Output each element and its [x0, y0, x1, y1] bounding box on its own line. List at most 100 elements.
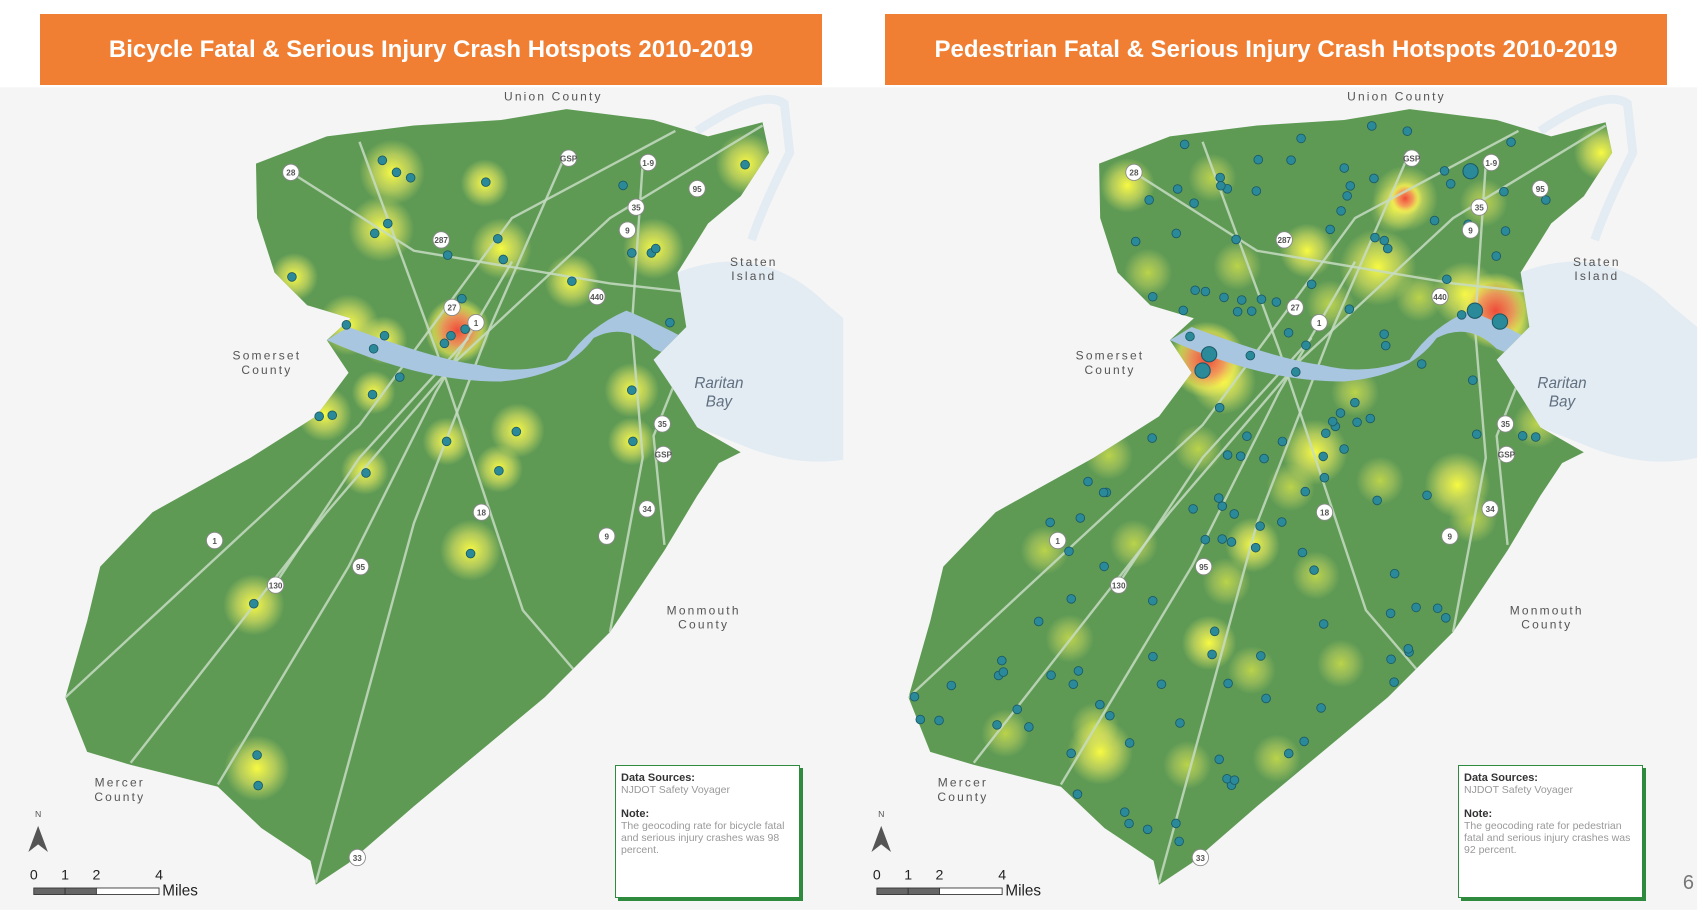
road	[271, 337, 470, 590]
hotspot	[1252, 734, 1301, 783]
crash-point	[439, 338, 450, 349]
route-label: GSP	[1498, 451, 1516, 460]
scale-unit: Miles	[162, 883, 198, 900]
route-shield	[560, 149, 578, 167]
hotspot	[1266, 463, 1315, 512]
scale-tick-label: 1	[61, 867, 69, 883]
crash-point	[1174, 836, 1184, 847]
route-label: 34	[642, 505, 652, 514]
crash-point	[1296, 133, 1306, 144]
crash-point	[1253, 154, 1264, 165]
route-shield	[1496, 415, 1514, 433]
scale-tick-label: 0	[30, 867, 38, 883]
crash-point	[1189, 198, 1199, 208]
crash-point	[314, 411, 324, 422]
route-shield	[1441, 527, 1459, 545]
crash-point	[1380, 340, 1391, 351]
crash-point	[1491, 313, 1509, 330]
scale-segment	[939, 887, 1003, 895]
crash-point	[367, 389, 378, 400]
crash-point	[1229, 509, 1240, 519]
hotspot	[1188, 153, 1237, 202]
route-shield	[467, 314, 485, 332]
crash-point	[1216, 180, 1226, 191]
crash-point	[1259, 453, 1269, 464]
crash-point	[1147, 291, 1158, 302]
route-label: 95	[1536, 185, 1546, 194]
hotspot	[1356, 456, 1405, 505]
crash-point	[441, 436, 452, 447]
crash-point	[1242, 431, 1252, 442]
hotspot-high	[1387, 181, 1423, 216]
legend-text: The geocoding rate for bicycle fatal and…	[621, 820, 785, 856]
scale-tick-label: 4	[998, 867, 1006, 883]
hotspot	[224, 735, 290, 801]
road	[652, 381, 677, 545]
crash-point	[1339, 444, 1349, 454]
region-label: Monmouth County	[667, 604, 741, 632]
crash-point	[1236, 295, 1247, 305]
route-label: 287	[434, 236, 448, 245]
crash-point	[1327, 416, 1338, 427]
crash-point	[1350, 397, 1360, 408]
crash-point	[1142, 824, 1153, 835]
route-shield	[1286, 298, 1304, 317]
crash-point	[618, 180, 628, 191]
region-label: Union County	[1347, 89, 1446, 103]
route-label: 35	[658, 420, 668, 429]
legend-box: Data Sources: NJDOT Safety Voyager Note:…	[1458, 765, 1643, 898]
route-label: 9	[1468, 226, 1473, 235]
crash-point	[1200, 534, 1211, 545]
scale-tick-label: 2	[92, 867, 100, 883]
route-shield	[1482, 153, 1500, 172]
road	[1114, 337, 1313, 590]
crash-point	[1213, 493, 1224, 503]
crash-point	[1075, 513, 1086, 523]
hotspot	[1124, 248, 1173, 297]
crash-point	[1403, 644, 1414, 654]
legend-heading: Data Sources:	[621, 772, 695, 784]
crash-point	[1172, 184, 1183, 194]
crash-point	[1024, 722, 1034, 732]
crash-point	[361, 468, 371, 478]
crash-point	[1130, 236, 1141, 247]
coastline	[694, 94, 795, 242]
route-label: 1	[1055, 537, 1060, 546]
region-label: Staten Island	[730, 255, 778, 283]
crash-point	[1245, 350, 1256, 361]
crash-point	[1379, 329, 1389, 339]
crash-point	[1148, 651, 1158, 662]
hotspot	[1316, 639, 1365, 688]
crash-point	[1144, 195, 1154, 205]
crash-point	[1207, 649, 1217, 660]
map-title: Pedestrian Fatal & Serious Injury Crash …	[885, 14, 1667, 85]
crash-point	[1255, 521, 1265, 531]
scale-segment	[95, 887, 160, 895]
route-label: 1-9	[642, 159, 654, 168]
crash-point	[567, 276, 577, 287]
crash-point	[1306, 279, 1317, 290]
route-label: 18	[477, 508, 487, 517]
route-label: 33	[353, 854, 363, 863]
route-label: 27	[1291, 304, 1301, 313]
crash-point	[1250, 542, 1261, 553]
region-label: Union County	[504, 89, 603, 103]
crash-point	[934, 715, 944, 726]
crash-point	[1217, 501, 1228, 511]
crash-point	[1318, 619, 1329, 629]
crash-point	[1456, 310, 1467, 320]
crash-point	[1222, 450, 1233, 460]
road	[314, 152, 568, 883]
region-label: Staten Island	[1573, 255, 1621, 283]
map-panel: 28 GSP 1-9 95 35 9 287 440 27 1 35 GSP 34 18 9 1 130 95 33…	[0, 87, 854, 910]
hotspot	[1227, 646, 1276, 695]
page-number: 6	[1682, 872, 1694, 894]
crash-point	[249, 598, 259, 609]
route-label: GSP	[1403, 154, 1421, 163]
crash-point	[1530, 432, 1541, 442]
hotspot	[1100, 158, 1155, 213]
hotspot	[1574, 125, 1613, 180]
crash-point	[1214, 754, 1224, 765]
crash-point	[1219, 292, 1229, 303]
crash-point	[1073, 666, 1084, 676]
